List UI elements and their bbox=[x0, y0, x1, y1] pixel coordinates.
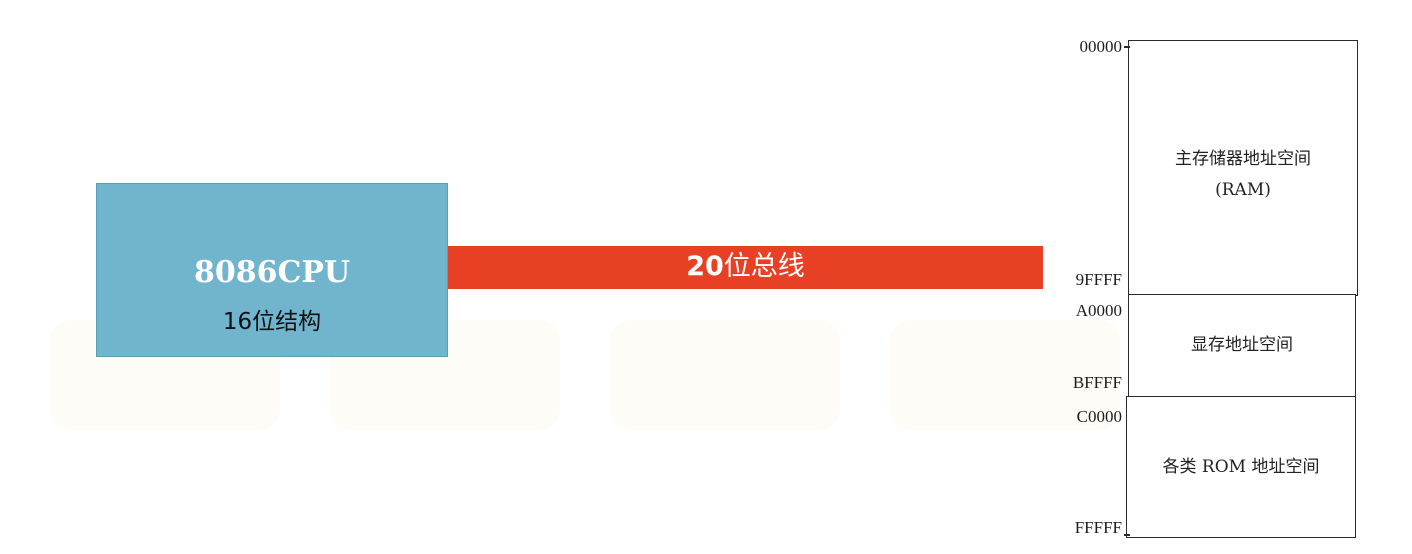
bus-label-suffix: 位总线 bbox=[723, 251, 805, 282]
address-00000: 00000 bbox=[1079, 37, 1123, 56]
memory-block-ram-sublabel: (RAM) bbox=[1215, 180, 1271, 200]
cpu-subtitle: 16位结构 bbox=[222, 309, 322, 335]
cpu-title: 8086CPU bbox=[193, 255, 351, 290]
memory-block-ram: 主存储器地址空间 (RAM) bbox=[1128, 40, 1358, 296]
memory-block-vram: 显存地址空间 bbox=[1128, 294, 1356, 398]
address-c0000: C0000 bbox=[1076, 407, 1122, 426]
cpu-box: 8086CPU 16位结构 bbox=[96, 183, 448, 357]
address-bus: 20位总线 bbox=[448, 246, 1043, 289]
bus-width-number: 20 bbox=[686, 251, 724, 282]
address-9ffff: 9FFFF bbox=[1075, 270, 1122, 289]
memory-block-vram-label: 显存地址空间 bbox=[1191, 335, 1293, 355]
memory-block-rom-label: 各类 ROM 地址空间 bbox=[1162, 457, 1320, 477]
address-a0000: A0000 bbox=[1075, 301, 1122, 320]
address-tick-ffff bbox=[1124, 534, 1130, 536]
memory-block-ram-label: 主存储器地址空间 bbox=[1175, 149, 1311, 169]
address-fffff: FFFFF bbox=[1074, 518, 1122, 537]
memory-block-rom: 各类 ROM 地址空间 bbox=[1126, 396, 1356, 538]
address-tick-00000 bbox=[1124, 46, 1130, 48]
bus-label: 20位总线 bbox=[448, 250, 1043, 284]
address-bffff: BFFFF bbox=[1072, 373, 1122, 392]
